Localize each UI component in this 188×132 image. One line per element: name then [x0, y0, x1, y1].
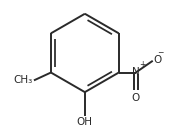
Text: OH: OH: [77, 117, 93, 127]
Text: O: O: [132, 93, 140, 103]
Text: O: O: [153, 55, 162, 65]
Text: CH₃: CH₃: [13, 75, 33, 85]
Text: −: −: [157, 49, 163, 58]
Text: N: N: [132, 67, 140, 77]
Text: +: +: [139, 60, 146, 69]
